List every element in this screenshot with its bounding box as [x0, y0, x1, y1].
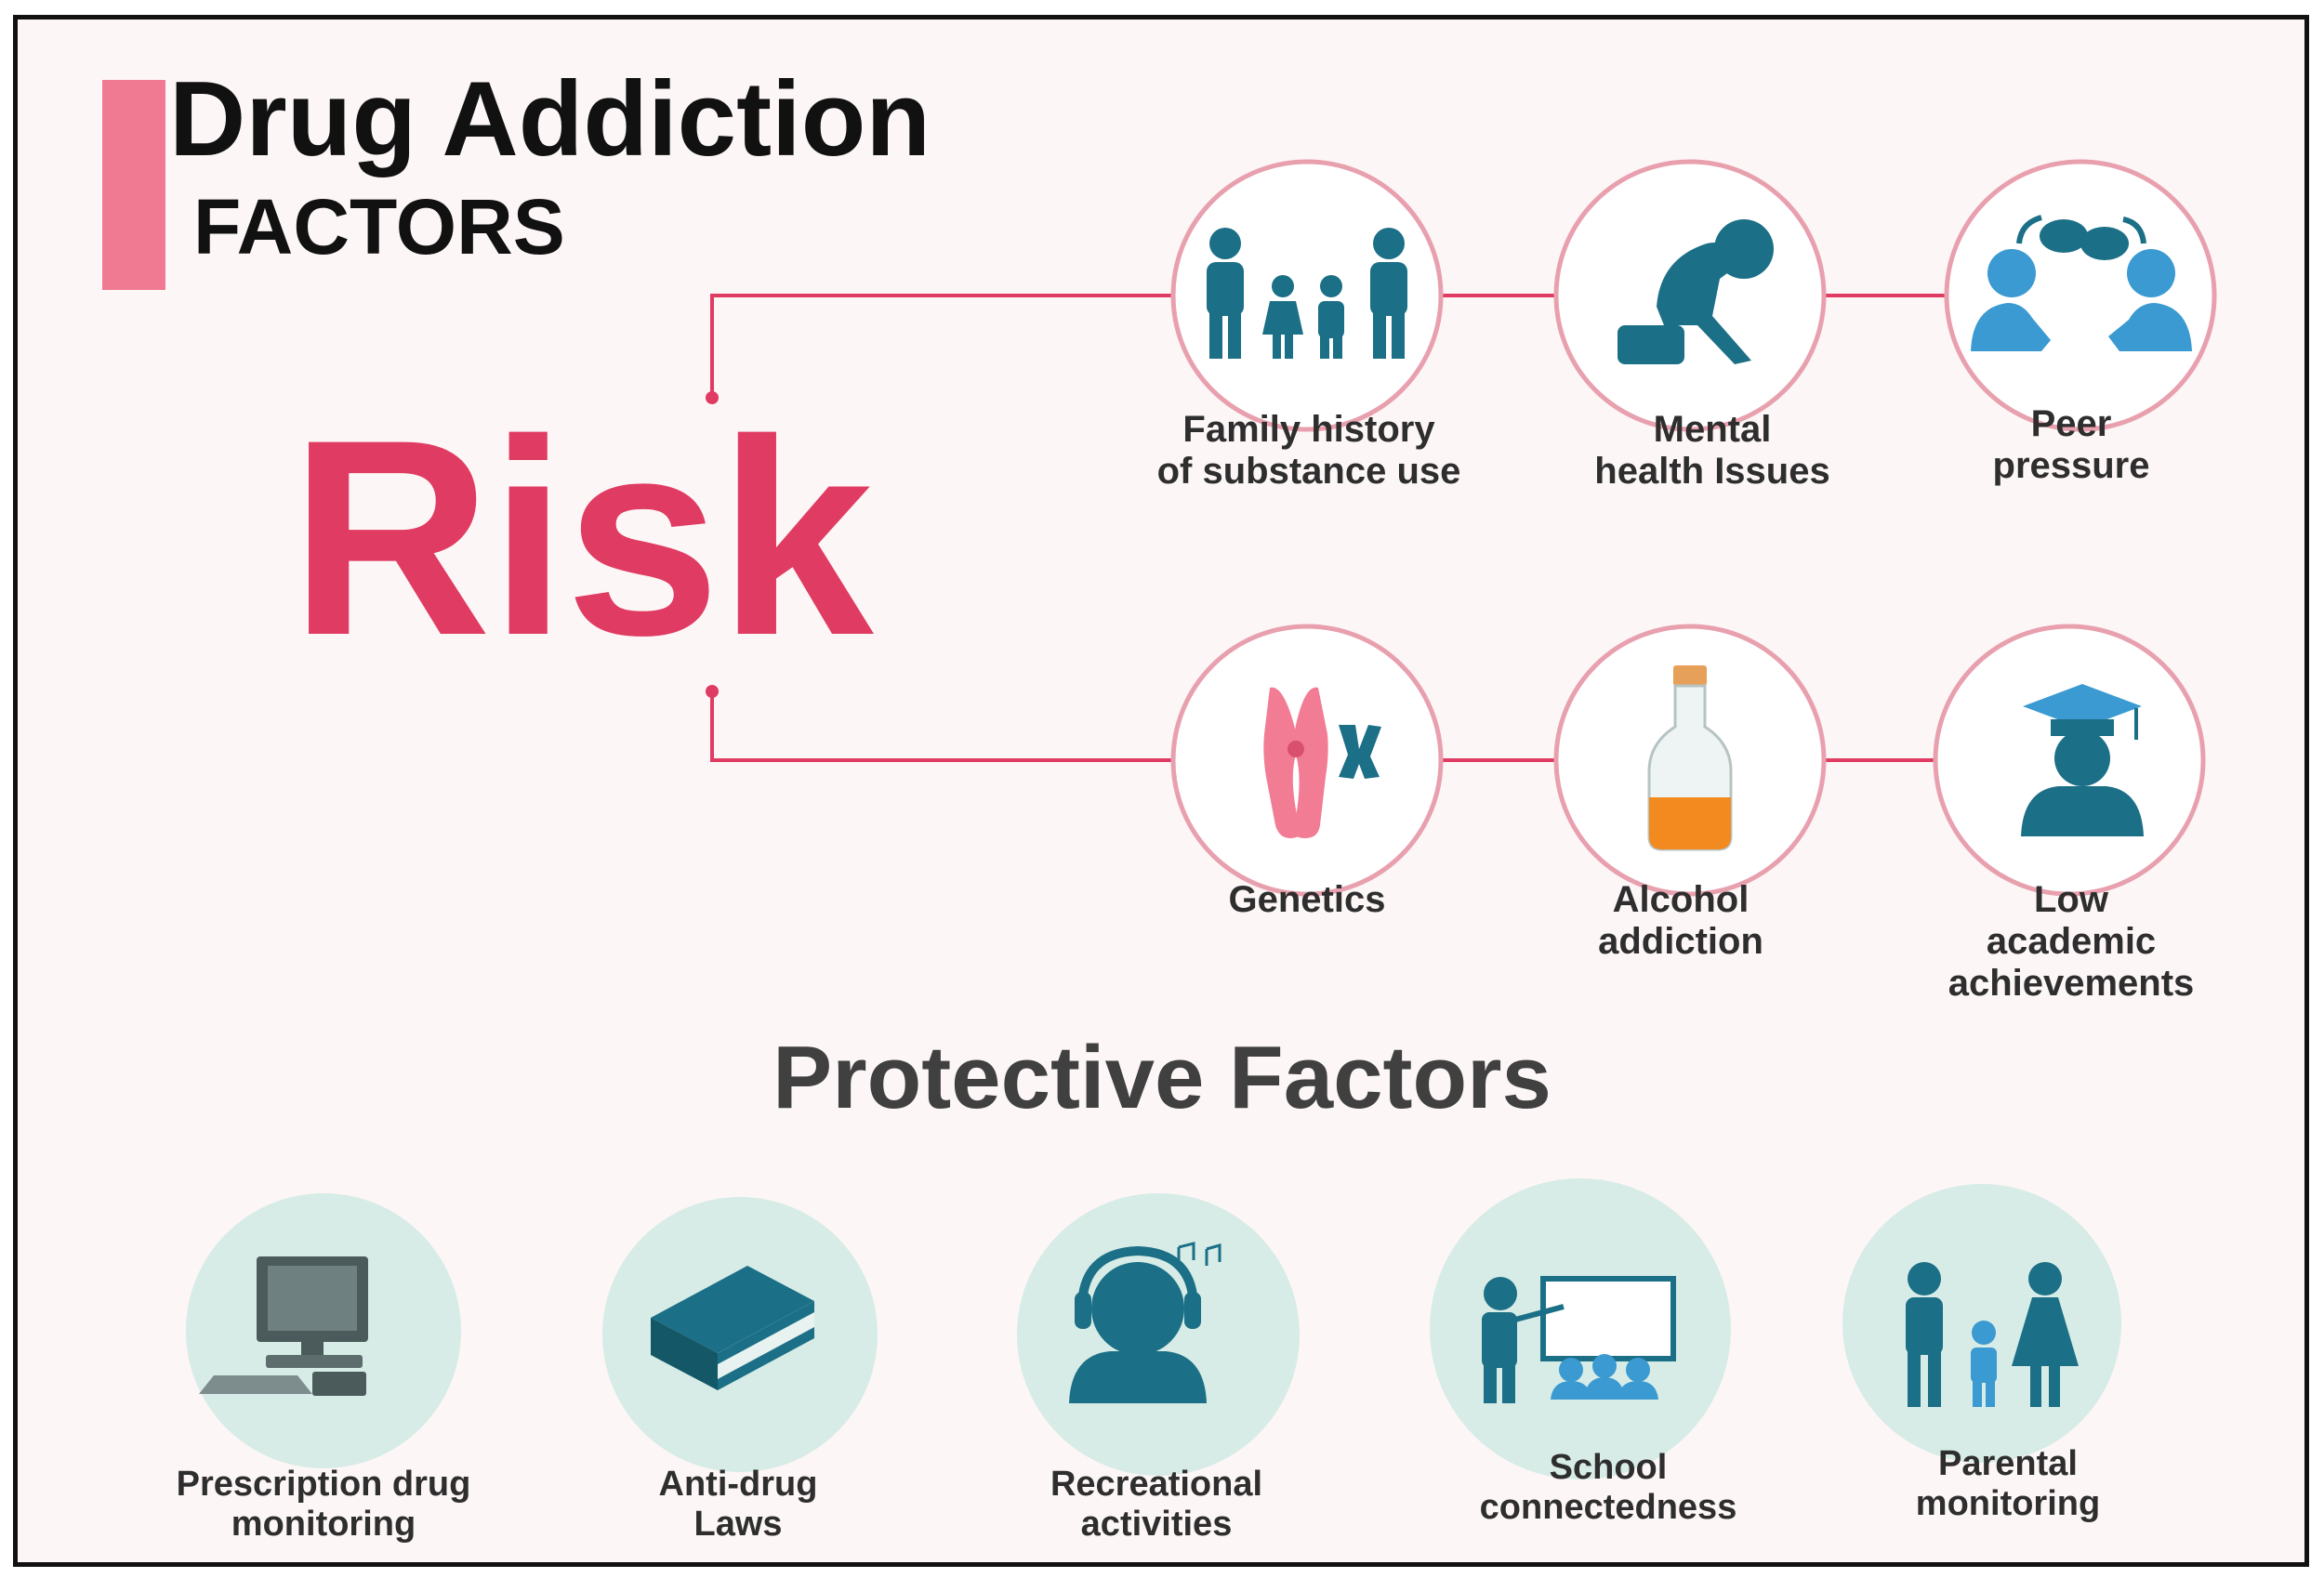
title-accent-bar — [102, 80, 165, 290]
risk-bottom-connector-dot — [706, 685, 719, 698]
chromosome-icon — [1263, 687, 1381, 838]
family-icon — [1207, 228, 1407, 359]
protective-factors-heading: Protective Factors — [772, 1028, 1552, 1127]
risk-circle-family — [1170, 159, 1444, 432]
risk-heading: Risk — [290, 381, 874, 693]
protective-label-school: School connectedness — [1479, 1448, 1737, 1527]
risk-label-family: Family history of substance use — [1156, 409, 1461, 493]
parents-child-icon — [1906, 1262, 2079, 1407]
protective-label-laws: Anti-drug Laws — [658, 1465, 818, 1544]
headphones-person-icon — [1069, 1242, 1221, 1403]
connector-lines — [706, 294, 1947, 762]
risk-top-connector-dot — [706, 391, 719, 404]
risk-label-alcohol: Alcohol addiction — [1598, 879, 1763, 963]
risk-label-peer: Peer pressure — [1992, 403, 2150, 487]
protective-label-parental: Parental monitoring — [1915, 1444, 2101, 1523]
risk-top-connector — [710, 294, 1173, 398]
distressed-person-icon — [1618, 219, 1774, 364]
protective-label-recreational: Recreational activities — [1050, 1465, 1263, 1544]
book-icon — [651, 1266, 814, 1390]
risk-label-academic: Low academic achievements — [1948, 879, 2195, 1005]
subtitle: FACTORS — [193, 183, 565, 270]
protective-label-prescription: Prescription drug monitoring — [176, 1465, 471, 1544]
computer-icon — [199, 1256, 368, 1396]
peer-conversation-icon — [1971, 215, 2192, 351]
main-title: Drug Addiction — [169, 60, 931, 178]
alcohol-bottle-icon — [1647, 665, 1733, 851]
graduate-icon — [2021, 684, 2144, 836]
risk-label-mental: Mental health Issues — [1594, 409, 1830, 493]
teacher-classroom-icon — [1482, 1276, 1676, 1403]
risk-bottom-connector — [710, 691, 1173, 762]
risk-circle-peer — [1944, 159, 2217, 432]
risk-label-genetics: Genetics — [1228, 879, 1386, 920]
